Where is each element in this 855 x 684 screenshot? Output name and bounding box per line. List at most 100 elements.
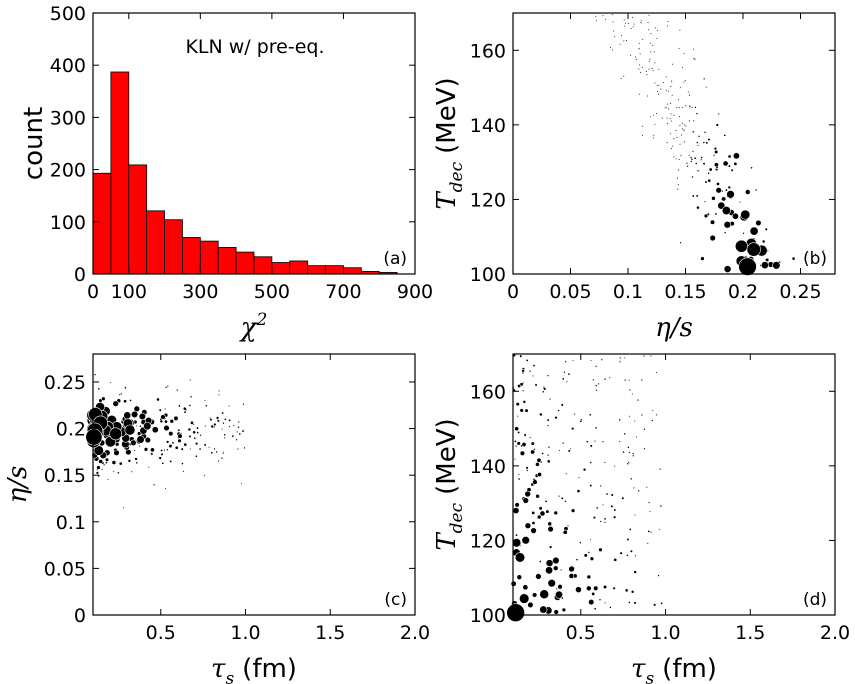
scatter-point — [685, 162, 689, 165]
scatter-point — [177, 404, 181, 408]
scatter-point — [664, 106, 667, 110]
histogram-bar — [199, 240, 219, 275]
x-tick-label: 0.2 — [728, 281, 758, 303]
scatter-point — [629, 549, 633, 553]
scatter-point — [680, 133, 683, 137]
x-tick-label: 0.5 — [566, 622, 596, 644]
scatter-point — [648, 510, 652, 513]
scatter-point — [228, 404, 231, 408]
y-tick-label: 500 — [50, 3, 86, 25]
scatter-point — [646, 542, 649, 545]
scatter-point — [622, 39, 625, 42]
scatter-point — [703, 200, 707, 203]
scatter-point — [639, 71, 642, 74]
scatter-point — [691, 194, 695, 198]
scatter-point — [605, 492, 609, 496]
scatter-point — [169, 459, 173, 463]
scatter-point — [553, 510, 559, 516]
scatter-point — [138, 424, 142, 428]
scatter-point — [165, 440, 170, 444]
scatter-point — [814, 252, 817, 256]
scatter-point — [688, 154, 691, 157]
scatter-point — [143, 447, 149, 452]
scatter-point — [676, 188, 679, 191]
scatter-point — [740, 209, 751, 220]
scatter-point — [631, 392, 634, 396]
scatter-point — [723, 133, 727, 137]
scatter-point — [579, 541, 582, 544]
scatter-point — [670, 119, 673, 123]
scatter-point — [647, 501, 651, 504]
scatter-point — [96, 465, 101, 470]
scatter-point — [547, 521, 553, 527]
scatter-point — [228, 418, 232, 422]
scatter-point — [669, 102, 672, 105]
scatter-point — [657, 93, 660, 96]
scatter-point — [705, 85, 708, 89]
scatter-point — [683, 123, 686, 127]
scatter-point — [517, 477, 521, 481]
scatter-point — [547, 526, 554, 533]
scatter-point — [601, 14, 605, 17]
scatter-point — [649, 50, 652, 53]
scatter-point — [681, 127, 684, 131]
scatter-point — [707, 137, 711, 142]
scatter-point — [631, 452, 635, 455]
x-tick-label: 1.0 — [230, 622, 260, 644]
scatter-point — [714, 149, 719, 155]
scatter-point — [236, 447, 240, 451]
scatter-point — [169, 418, 175, 424]
scatter-point — [612, 586, 616, 590]
scatter-point — [721, 206, 731, 216]
scatter-point — [666, 24, 669, 28]
scatter-point — [130, 410, 139, 419]
scatter-point — [633, 570, 638, 574]
scatter-point — [717, 112, 721, 116]
x-axis-label-c: τs (fm) — [211, 654, 297, 684]
scatter-point — [677, 158, 681, 161]
scatter-point — [203, 399, 207, 402]
y-tick-label: 100 — [470, 264, 506, 286]
scatter-point — [652, 136, 655, 139]
scatter-point — [711, 196, 716, 201]
scatter-point — [541, 390, 545, 394]
scatter-point — [677, 183, 680, 186]
x-tick-label: 0 — [87, 281, 99, 303]
scatter-point — [637, 489, 641, 493]
scatter-point — [97, 387, 101, 391]
scatter-point — [623, 356, 626, 359]
scatter-point — [647, 28, 650, 31]
scatter-point — [223, 433, 227, 437]
scatter-point — [220, 456, 224, 460]
panel-tag-a: (a) — [383, 249, 407, 269]
scatter-point — [730, 168, 734, 172]
scatter-point — [570, 426, 575, 431]
scatter-point — [704, 180, 708, 184]
scatter-point — [147, 466, 150, 469]
scatter-point — [579, 419, 583, 423]
x-axis-symbol: τ — [211, 654, 226, 684]
y-axis-symbol: count — [19, 107, 49, 180]
scatter-point — [651, 419, 654, 422]
scatter-point — [619, 551, 623, 555]
scatter-point — [546, 374, 550, 377]
x-tick-label: 300 — [182, 281, 218, 303]
scatter-point — [519, 593, 530, 604]
scatter-point — [562, 529, 568, 535]
scatter-point — [588, 413, 592, 417]
scatter-point — [696, 205, 700, 210]
y-axis-symbol: T — [432, 191, 462, 210]
y-axis-d: 100 120 140 160 — [470, 381, 835, 627]
scatter-point — [138, 444, 141, 448]
scatter-point — [612, 30, 615, 33]
plot-frame-c — [92, 353, 416, 616]
scatter-point — [647, 14, 651, 17]
scatter-point — [129, 399, 132, 402]
scatter-point — [133, 449, 136, 452]
histogram-bar — [146, 210, 165, 275]
scatter-point — [651, 409, 654, 412]
scatter-point — [116, 471, 120, 475]
scatter-point — [557, 409, 560, 412]
scatter-point — [530, 527, 537, 534]
